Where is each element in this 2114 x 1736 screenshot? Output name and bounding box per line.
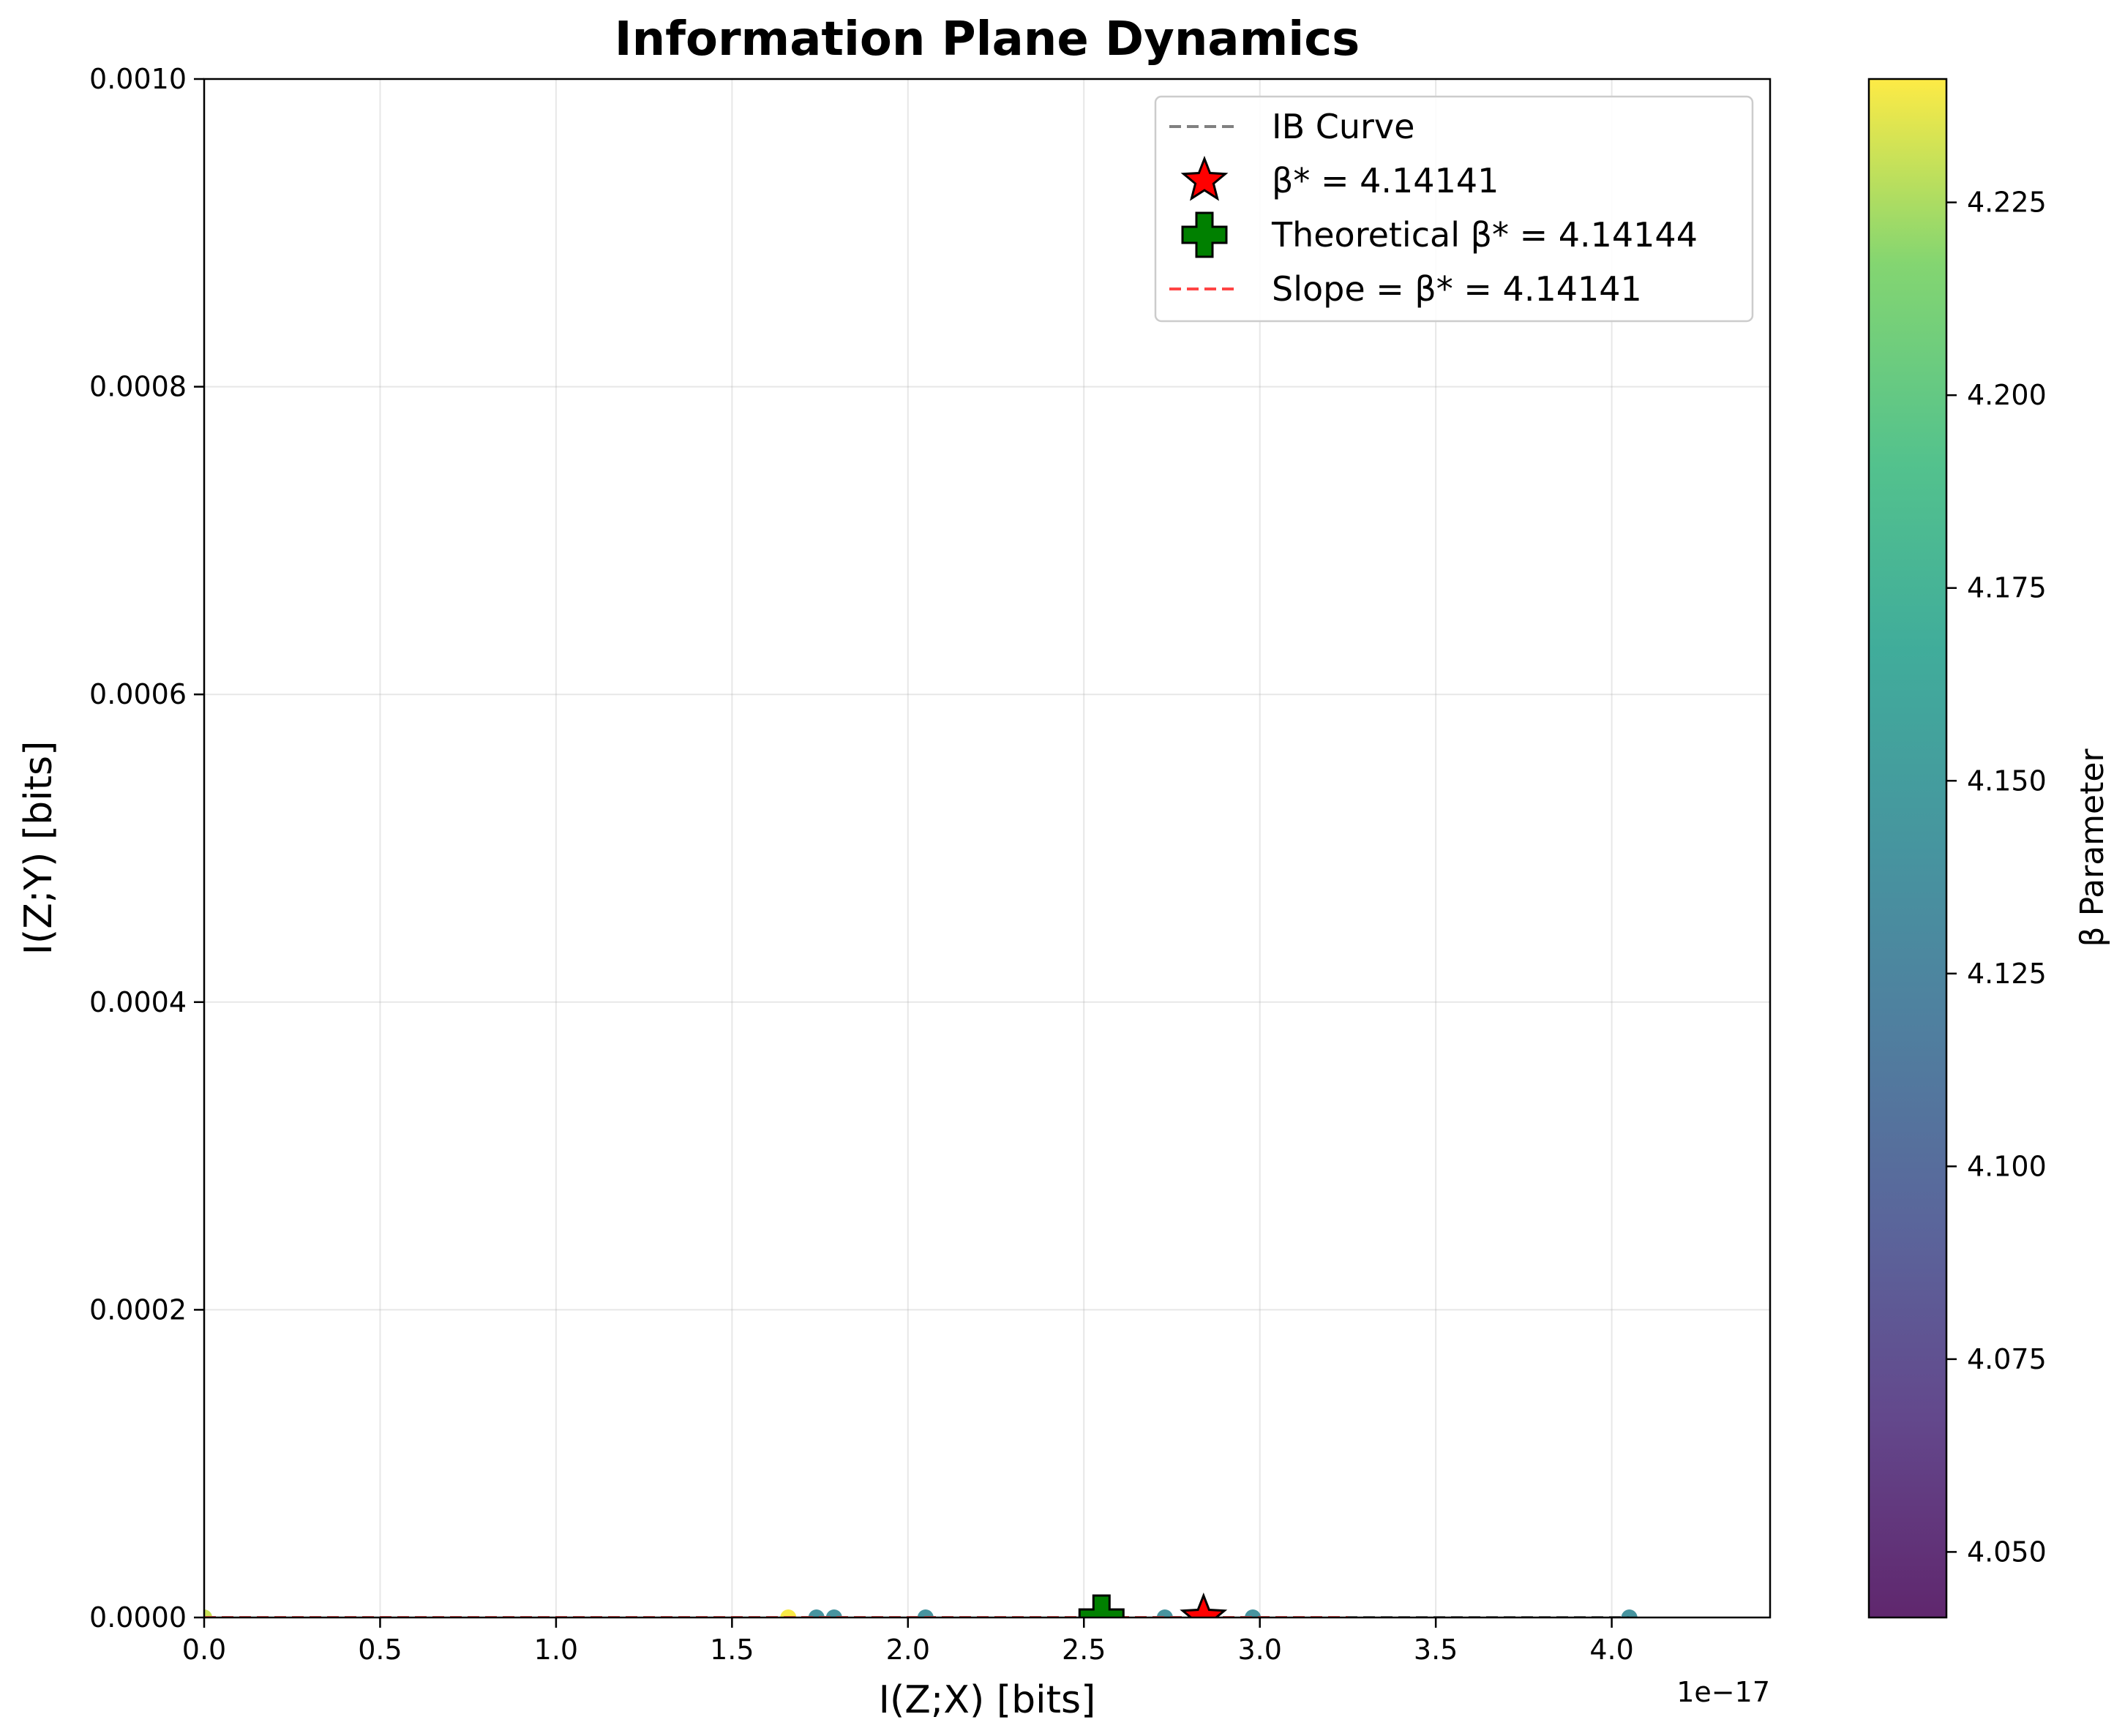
x-axis-offset-label: 1e−17 [1676,1676,1770,1708]
x-tick-label: 0.0 [182,1634,226,1666]
colorbar-tick-label: 4.200 [1967,379,2047,411]
chart-title: Information Plane Dynamics [615,12,1360,67]
scatter-point [780,1609,797,1617]
x-axis-label: I(Z;X) [bits] [879,1678,1096,1722]
colorbar-tick-label: 4.175 [1967,572,2047,604]
colorbar-tick-label: 4.100 [1967,1150,2047,1182]
y-tick-label: 0.0008 [89,371,187,403]
legend-plus-icon [1181,211,1228,258]
scatter-point [1621,1609,1638,1617]
x-axis-ticks: 0.0 0.5 1.0 1.5 2.0 2.5 3.0 3.5 4.0 [182,1617,1634,1666]
y-tick-label: 0.0010 [89,63,187,95]
plot-frame [203,78,1772,1619]
legend-label: Theoretical β* = 4.14144 [1271,215,1698,255]
grid [203,78,1770,1618]
colorbar-label: β Parameter [2074,748,2111,947]
y-tick-label: 0.0000 [89,1601,187,1634]
x-tick-label: 1.0 [534,1634,578,1666]
scatter-point [204,1609,212,1617]
x-tick-label: 2.5 [1062,1634,1106,1666]
legend-star-icon [1180,155,1229,201]
theoretical-beta-marker [1078,1594,1125,1617]
x-tick-label: 3.5 [1414,1634,1458,1666]
legend-label: Slope = β* = 4.14141 [1272,269,1642,309]
x-tick-label: 2.0 [886,1634,930,1666]
y-axis-label: I(Z;Y) [bits] [17,741,61,955]
colorbar [1867,78,1948,1619]
plot-content [204,1592,1638,1617]
scatter-point [917,1609,934,1617]
legend-box [1154,95,1754,323]
x-tick-label: 4.0 [1589,1634,1633,1666]
scatter-point [1156,1609,1173,1617]
y-tick-label: 0.0004 [89,986,187,1018]
legend-label: β* = 4.14141 [1272,161,1499,200]
scatter-point [825,1609,842,1617]
colorbar-ticks: 4.050 4.075 4.100 4.125 4.150 4.175 4.200 4.225 [1946,187,2047,1568]
y-tick-label: 0.0006 [89,678,187,710]
colorbar-tick-label: 4.125 [1967,958,2047,990]
colorbar-tick-label: 4.075 [1967,1343,2047,1375]
beta-star-marker [1180,1592,1228,1617]
y-tick-label: 0.0002 [89,1293,187,1326]
scatter-point [1245,1609,1262,1617]
x-tick-label: 1.5 [710,1634,754,1666]
x-tick-label: 0.5 [358,1634,402,1666]
legend: IB Curve β* = 4.14141 Theoretical β* = 4.1… [1154,95,1754,323]
colorbar-tick-label: 4.225 [1967,187,2047,219]
x-tick-label: 3.0 [1237,1634,1281,1666]
y-axis-ticks: 0.0000 0.0002 0.0004 0.0006 0.0008 0.0010 [89,63,204,1634]
legend-label: IB Curve [1272,107,1414,146]
colorbar-tick-label: 4.150 [1967,764,2047,797]
colorbar-tick-label: 4.050 [1967,1536,2047,1568]
scatter-point [808,1609,825,1617]
